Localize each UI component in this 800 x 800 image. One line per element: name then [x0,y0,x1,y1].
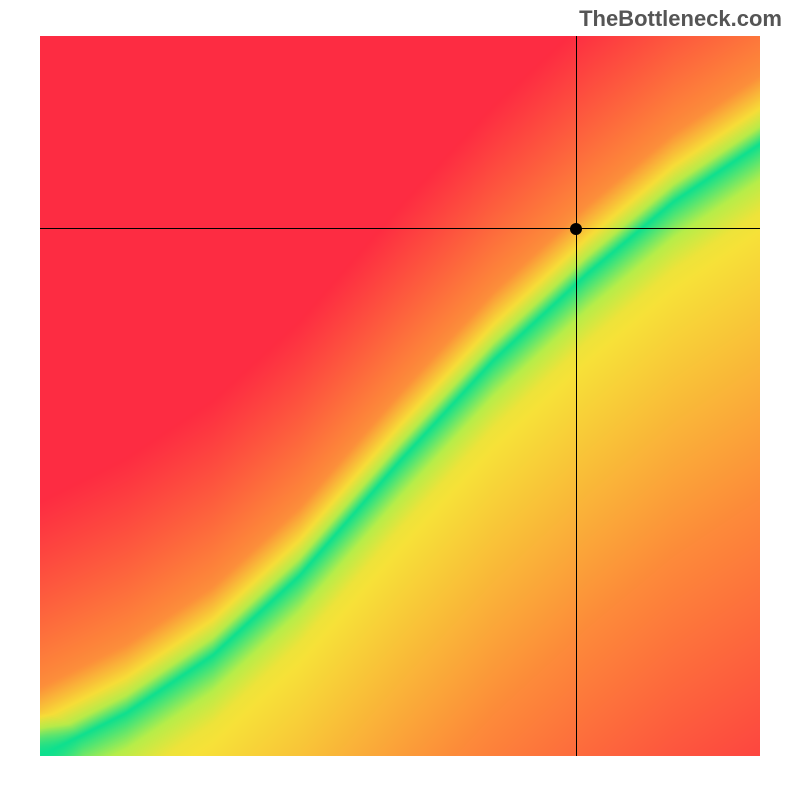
crosshair-vertical [576,36,577,756]
heatmap-plot [40,36,760,756]
watermark-text: TheBottleneck.com [579,6,782,32]
crosshair-horizontal [40,228,760,229]
heatmap-canvas [40,36,760,756]
